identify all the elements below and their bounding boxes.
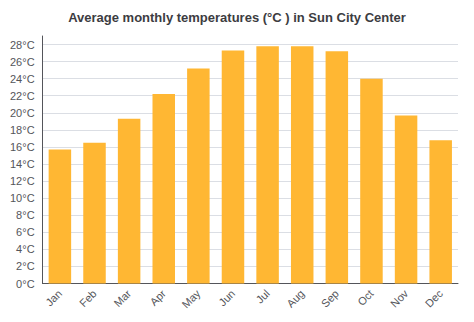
svg-text:20°C: 20°C xyxy=(10,107,35,119)
svg-text:22°C: 22°C xyxy=(10,90,35,102)
svg-text:0°C: 0°C xyxy=(16,278,35,290)
svg-text:Sep: Sep xyxy=(319,287,341,309)
svg-text:Oct: Oct xyxy=(355,287,376,308)
svg-text:May: May xyxy=(179,287,203,311)
svg-text:2°C: 2°C xyxy=(16,260,35,272)
svg-text:Jul: Jul xyxy=(253,287,271,305)
svg-text:26°C: 26°C xyxy=(10,56,35,68)
svg-text:14°C: 14°C xyxy=(10,158,35,170)
svg-text:8°C: 8°C xyxy=(16,209,35,221)
svg-text:Jun: Jun xyxy=(216,287,237,308)
svg-text:Aug: Aug xyxy=(284,287,306,309)
svg-text:Apr: Apr xyxy=(147,287,168,308)
svg-text:28°C: 28°C xyxy=(10,39,35,51)
svg-text:4°C: 4°C xyxy=(16,243,35,255)
svg-text:Nov: Nov xyxy=(388,287,411,310)
svg-text:Dec: Dec xyxy=(423,287,446,310)
svg-text:Feb: Feb xyxy=(77,287,99,309)
svg-text:16°C: 16°C xyxy=(10,141,35,153)
svg-text:Mar: Mar xyxy=(112,287,134,309)
svg-text:12°C: 12°C xyxy=(10,175,35,187)
svg-text:Average monthly temperatures (: Average monthly temperatures (°C ) in Su… xyxy=(68,10,406,25)
svg-text:Jan: Jan xyxy=(43,287,64,308)
svg-text:24°C: 24°C xyxy=(10,73,35,85)
svg-text:6°C: 6°C xyxy=(16,226,35,238)
svg-text:10°C: 10°C xyxy=(10,192,35,204)
svg-text:18°C: 18°C xyxy=(10,124,35,136)
